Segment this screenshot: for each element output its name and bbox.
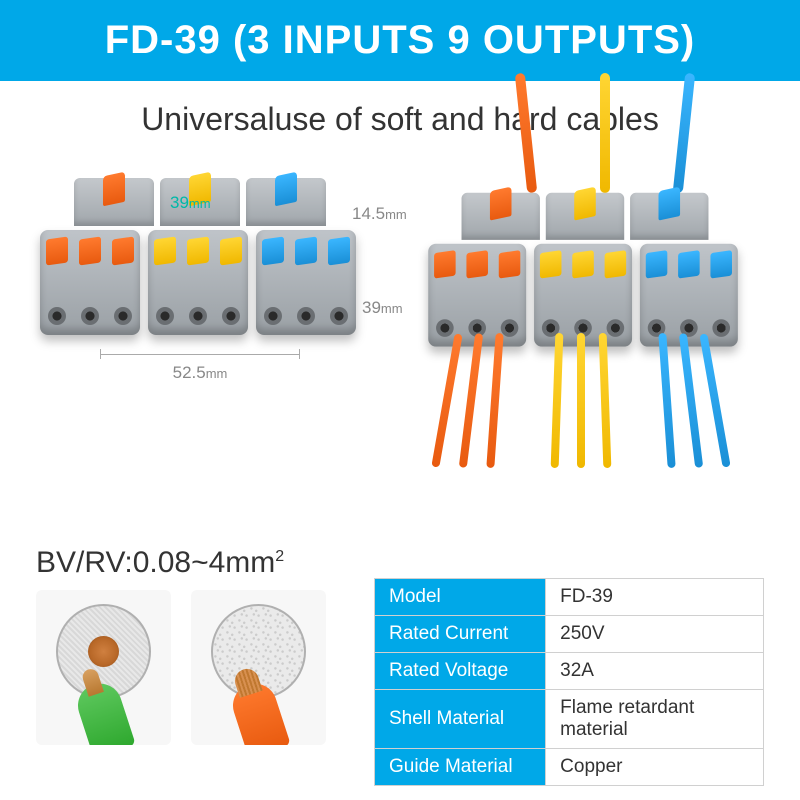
header-title: FD-39 (3 INPUTS 9 OUTPUTS): [105, 18, 696, 62]
dim-width: 52.5mm: [100, 363, 300, 383]
spec-row: ModelFD-39: [375, 579, 764, 616]
product-dimensions-view: 52.5mm 14.5mm 39mm 39mm: [40, 178, 380, 418]
cable-range-label: BV/RV:0.08~4mm2: [36, 546, 346, 580]
spec-key: Rated Voltage: [375, 653, 546, 690]
spec-table: ModelFD-39Rated Current250VRated Voltage…: [374, 578, 764, 786]
spec-value: Flame retardant material: [546, 690, 764, 749]
spec-key: Shell Material: [375, 690, 546, 749]
spec-key: Rated Current: [375, 616, 546, 653]
spec-value: 250V: [546, 616, 764, 653]
spec-row: Rated Current250V: [375, 616, 764, 653]
stranded-diagram: [191, 590, 326, 745]
spec-row: Shell MaterialFlame retardant material: [375, 690, 764, 749]
spec-value: FD-39: [546, 579, 764, 616]
spec-key: Model: [375, 579, 546, 616]
header-banner: FD-39 (3 INPUTS 9 OUTPUTS): [0, 0, 800, 81]
solid-core-diagram: [36, 590, 171, 745]
dim-top-height: 14.5mm: [352, 204, 407, 224]
dim-center: 39mm: [170, 193, 211, 213]
cable-spec-section: BV/RV:0.08~4mm2: [36, 546, 346, 776]
spec-row: Guide MaterialCopper: [375, 749, 764, 786]
spec-value: 32A: [546, 653, 764, 690]
product-gallery: 52.5mm 14.5mm 39mm 39mm: [0, 148, 800, 488]
spec-key: Guide Material: [375, 749, 546, 786]
product-wired-view: [425, 103, 765, 443]
spec-row: Rated Voltage32A: [375, 653, 764, 690]
dim-depth: 39mm: [362, 298, 403, 318]
spec-value: Copper: [546, 749, 764, 786]
